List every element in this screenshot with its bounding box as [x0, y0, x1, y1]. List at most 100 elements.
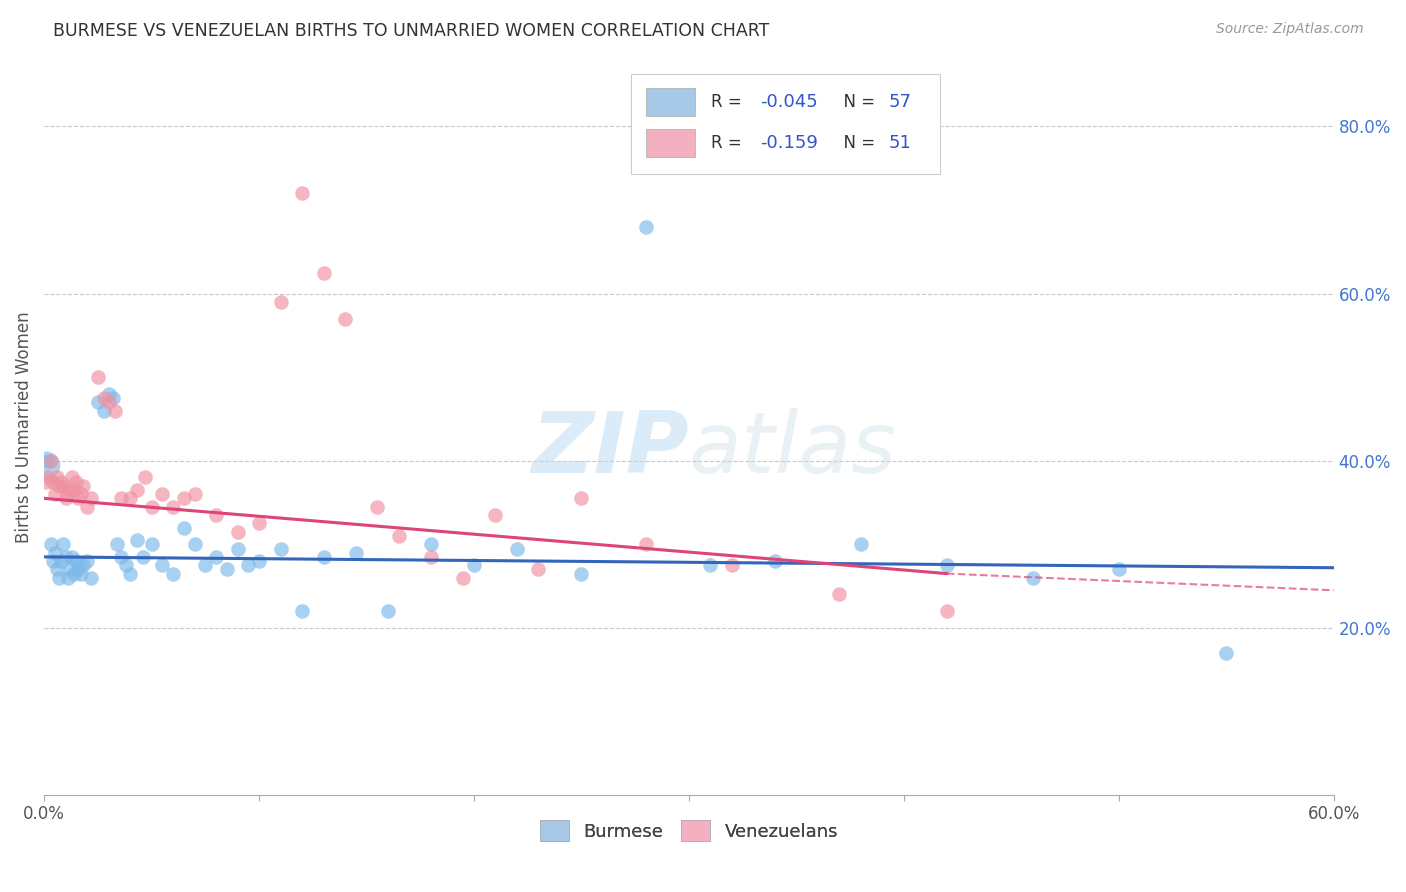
- Text: 57: 57: [889, 94, 911, 112]
- Point: [162, 500, 184, 514]
- Legend: Burmese, Venezuelans: Burmese, Venezuelans: [533, 814, 845, 848]
- Point: [60, 549, 83, 564]
- Text: Source: ZipAtlas.com: Source: ZipAtlas.com: [1216, 22, 1364, 37]
- Text: -0.045: -0.045: [759, 94, 817, 112]
- Point: [344, 546, 367, 560]
- Point: [484, 508, 506, 522]
- Point: [333, 311, 356, 326]
- FancyBboxPatch shape: [647, 128, 696, 157]
- Point: [35, 458, 58, 472]
- Point: [194, 558, 217, 573]
- Point: [55, 549, 77, 564]
- Point: [72, 558, 94, 573]
- Point: [377, 604, 399, 618]
- Point: [93, 391, 115, 405]
- Point: [291, 604, 314, 618]
- Point: [215, 562, 238, 576]
- Point: [65, 554, 87, 568]
- Point: [67, 562, 90, 576]
- Point: [634, 537, 657, 551]
- Point: [39, 537, 62, 551]
- Point: [37, 454, 59, 468]
- Point: [48, 479, 70, 493]
- Point: [55, 491, 77, 506]
- Point: [65, 475, 87, 489]
- Point: [63, 566, 86, 581]
- Point: [46, 562, 69, 576]
- Point: [59, 483, 82, 497]
- Text: R =: R =: [711, 134, 747, 152]
- Point: [46, 470, 69, 484]
- Point: [173, 521, 195, 535]
- Point: [935, 604, 957, 618]
- Point: [60, 470, 83, 484]
- Point: [80, 491, 103, 506]
- Point: [69, 487, 91, 501]
- Point: [506, 541, 529, 556]
- Point: [451, 571, 474, 585]
- Point: [463, 558, 485, 573]
- Point: [52, 479, 75, 493]
- Point: [270, 295, 292, 310]
- Point: [52, 537, 75, 551]
- Point: [1108, 562, 1130, 576]
- Point: [571, 491, 593, 506]
- Point: [110, 549, 132, 564]
- Point: [183, 537, 205, 551]
- Point: [44, 487, 66, 501]
- Text: ZIP: ZIP: [531, 408, 689, 491]
- Point: [76, 554, 98, 568]
- Point: [226, 541, 249, 556]
- Point: [125, 483, 148, 497]
- Point: [1022, 571, 1045, 585]
- Text: N =: N =: [834, 134, 880, 152]
- Point: [270, 541, 292, 556]
- Point: [59, 562, 82, 576]
- Point: [72, 479, 94, 493]
- Point: [114, 558, 136, 573]
- Point: [291, 186, 314, 201]
- FancyBboxPatch shape: [631, 74, 941, 174]
- Point: [56, 487, 79, 501]
- Point: [110, 491, 132, 506]
- Point: [183, 487, 205, 501]
- Point: [48, 571, 70, 585]
- Point: [87, 395, 110, 409]
- Point: [205, 508, 228, 522]
- Point: [150, 487, 173, 501]
- Point: [134, 470, 156, 484]
- Point: [125, 533, 148, 548]
- Point: [162, 566, 184, 581]
- Point: [44, 546, 66, 560]
- Text: N =: N =: [834, 94, 880, 112]
- Point: [97, 387, 120, 401]
- Point: [238, 558, 260, 573]
- Point: [80, 571, 103, 585]
- Point: [634, 219, 657, 234]
- Point: [69, 566, 91, 581]
- Point: [56, 571, 79, 585]
- Point: [37, 470, 59, 484]
- FancyBboxPatch shape: [647, 88, 696, 116]
- Point: [141, 500, 163, 514]
- Point: [141, 537, 163, 551]
- Point: [105, 537, 128, 551]
- Point: [312, 266, 335, 280]
- Point: [173, 491, 195, 506]
- Point: [104, 403, 127, 417]
- Point: [132, 549, 155, 564]
- Point: [935, 558, 957, 573]
- Text: BURMESE VS VENEZUELAN BIRTHS TO UNMARRIED WOMEN CORRELATION CHART: BURMESE VS VENEZUELAN BIRTHS TO UNMARRIE…: [53, 22, 770, 40]
- Point: [93, 403, 115, 417]
- Point: [67, 491, 90, 506]
- Point: [35, 475, 58, 489]
- Y-axis label: Births to Unmarried Women: Births to Unmarried Women: [15, 311, 32, 543]
- Point: [312, 549, 335, 564]
- Point: [205, 549, 228, 564]
- Point: [226, 524, 249, 539]
- Point: [420, 549, 443, 564]
- Point: [87, 370, 110, 384]
- Point: [63, 483, 86, 497]
- Point: [51, 554, 73, 568]
- Point: [247, 516, 270, 531]
